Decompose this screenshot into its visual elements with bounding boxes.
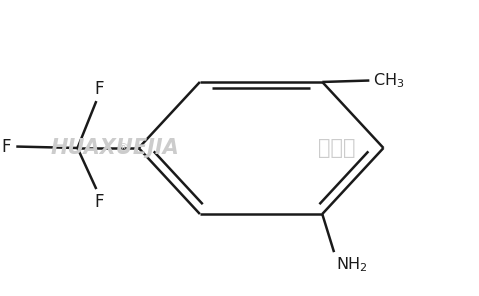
Text: HUAXUEJIA: HUAXUEJIA <box>51 138 180 158</box>
Text: 化学加: 化学加 <box>318 138 355 158</box>
Text: CH$_3$: CH$_3$ <box>373 71 405 90</box>
Text: F: F <box>94 80 103 98</box>
Text: NH$_2$: NH$_2$ <box>336 256 368 274</box>
Text: ®: ® <box>117 143 128 153</box>
Text: F: F <box>94 193 103 210</box>
Text: F: F <box>1 138 11 155</box>
